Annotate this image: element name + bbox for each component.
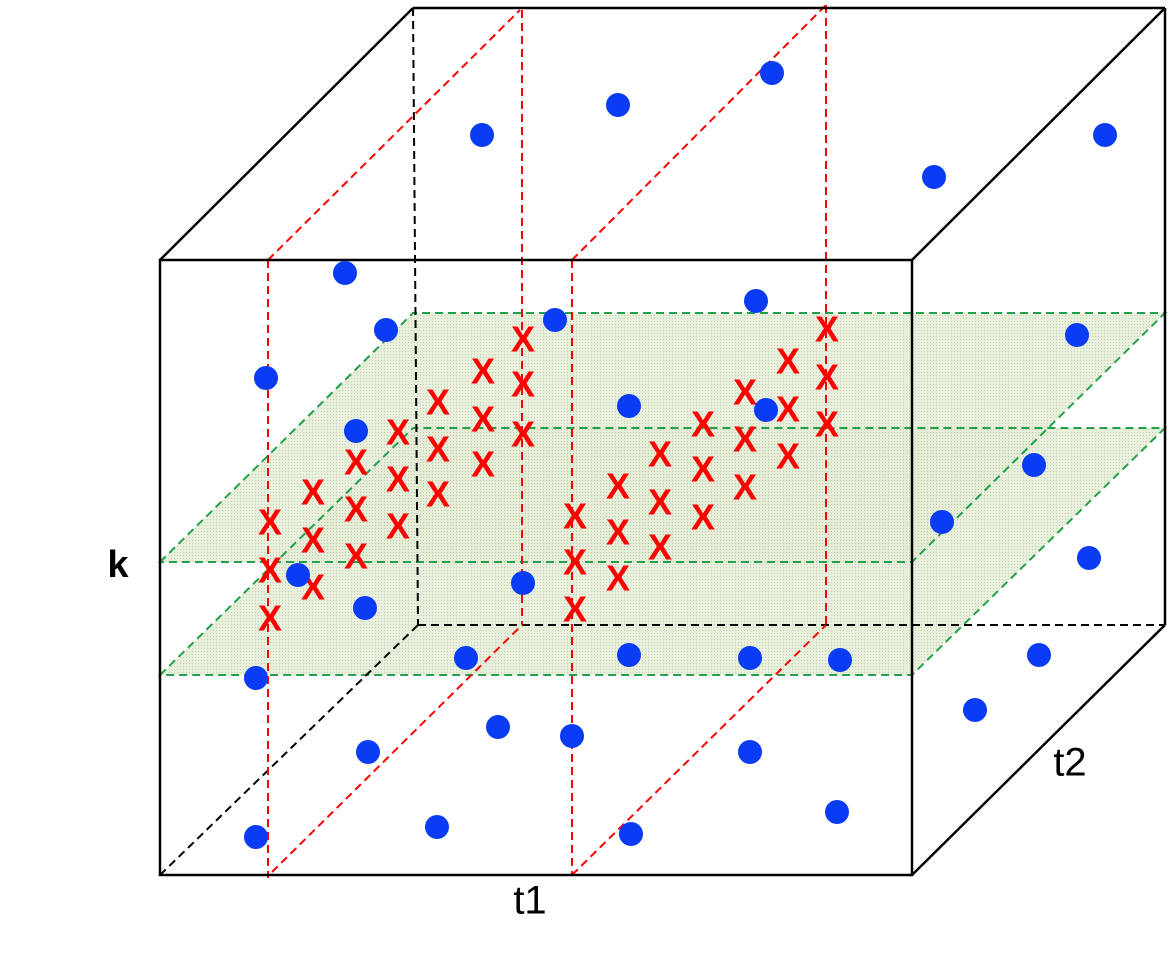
point bbox=[543, 308, 567, 332]
label-t2: t2 bbox=[1053, 741, 1086, 785]
x-marker: X bbox=[471, 399, 495, 440]
x-marker: X bbox=[606, 558, 630, 599]
point bbox=[454, 646, 478, 670]
point bbox=[511, 571, 535, 595]
hidden-edges bbox=[159, 7, 1165, 876]
label-t1: t1 bbox=[513, 879, 546, 923]
x-marker: X bbox=[511, 319, 535, 360]
x-marker: X bbox=[733, 467, 757, 508]
x-marker: X bbox=[344, 536, 368, 577]
label-k: k bbox=[107, 544, 129, 586]
x-marker: X bbox=[691, 449, 715, 490]
x-marker: X bbox=[606, 466, 630, 507]
point bbox=[606, 93, 630, 117]
point bbox=[286, 563, 310, 587]
x-marker: X bbox=[563, 589, 587, 630]
x-marker: X bbox=[648, 434, 672, 475]
x-marker: X bbox=[511, 414, 535, 455]
point bbox=[244, 825, 268, 849]
point bbox=[738, 646, 762, 670]
x-marker: X bbox=[815, 404, 839, 445]
point bbox=[1077, 546, 1101, 570]
x-marker: X bbox=[258, 550, 282, 591]
point bbox=[486, 715, 510, 739]
x-marker: X bbox=[471, 444, 495, 485]
point bbox=[254, 366, 278, 390]
point bbox=[560, 724, 584, 748]
x-marker: X bbox=[648, 482, 672, 523]
x-marker: X bbox=[563, 496, 587, 537]
x-marker: X bbox=[344, 489, 368, 530]
x-marker: X bbox=[426, 474, 450, 515]
x-marker: X bbox=[606, 512, 630, 553]
x-marker: X bbox=[776, 341, 800, 382]
x-marker: X bbox=[386, 459, 410, 500]
x-marker: X bbox=[776, 436, 800, 477]
x-marker: X bbox=[258, 502, 282, 543]
x-marker: X bbox=[815, 357, 839, 398]
x-marker: X bbox=[815, 309, 839, 350]
x-marker: X bbox=[344, 442, 368, 483]
point bbox=[760, 61, 784, 85]
x-marker: X bbox=[648, 527, 672, 568]
x-marker: X bbox=[301, 472, 325, 513]
point bbox=[619, 822, 643, 846]
x-marker: X bbox=[386, 412, 410, 453]
x-marker: X bbox=[511, 364, 535, 405]
x-marker: X bbox=[776, 389, 800, 430]
x-marker: X bbox=[563, 542, 587, 583]
x-marker: X bbox=[426, 382, 450, 423]
point bbox=[754, 398, 778, 422]
point bbox=[617, 394, 641, 418]
point bbox=[1065, 323, 1089, 347]
point bbox=[922, 165, 946, 189]
point bbox=[1027, 643, 1051, 667]
x-marker: X bbox=[691, 497, 715, 538]
point bbox=[930, 510, 954, 534]
x-marker: X bbox=[301, 520, 325, 561]
x-marker: X bbox=[733, 372, 757, 413]
point bbox=[344, 419, 368, 443]
point bbox=[617, 643, 641, 667]
point bbox=[744, 289, 768, 313]
x-marker: X bbox=[426, 429, 450, 470]
point bbox=[333, 261, 357, 285]
x-marker: X bbox=[733, 419, 757, 460]
point bbox=[470, 123, 494, 147]
point bbox=[828, 648, 852, 672]
point bbox=[425, 815, 449, 839]
x-marker: X bbox=[471, 351, 495, 392]
cube-edges bbox=[158, 6, 1167, 877]
point bbox=[1093, 123, 1117, 147]
point bbox=[825, 800, 849, 824]
point bbox=[963, 698, 987, 722]
x-marker: X bbox=[386, 506, 410, 547]
x-marker: X bbox=[258, 598, 282, 639]
slab-edges bbox=[267, 4, 827, 878]
point bbox=[374, 318, 398, 342]
point bbox=[244, 666, 268, 690]
point bbox=[353, 596, 377, 620]
point bbox=[738, 740, 762, 764]
plane-upper bbox=[160, 313, 1165, 562]
x-marker: X bbox=[691, 404, 715, 445]
point bbox=[356, 740, 380, 764]
point bbox=[1022, 453, 1046, 477]
